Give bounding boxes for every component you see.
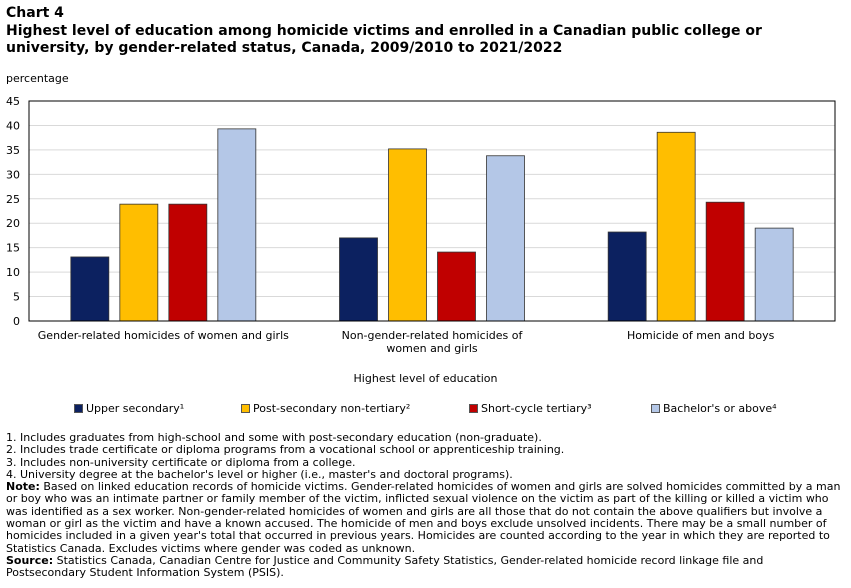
chart-number: Chart 4 [6, 5, 64, 21]
y-tick-label: 20 [6, 217, 20, 230]
y-tick-label: 10 [6, 266, 20, 279]
bar [339, 237, 378, 322]
legend-item: Short-cycle tertiary³ [469, 402, 592, 415]
legend-label: Upper secondary¹ [86, 402, 185, 415]
x-category-label: Gender-related homicides of women and gi… [38, 329, 289, 342]
source-label: Source: [6, 553, 54, 567]
bar [656, 131, 696, 322]
chart-notes: 1. Includes graduates from high-school a… [6, 431, 844, 580]
legend-label: Post-secondary non-tertiary² [253, 402, 411, 415]
legend-item: Post-secondary non-tertiary² [241, 402, 410, 415]
y-tick-label: 5 [13, 291, 20, 304]
legend-label: Short-cycle tertiary³ [481, 402, 592, 415]
y-tick-label: 15 [6, 242, 20, 255]
y-tick-label: 40 [6, 119, 20, 132]
footnote-4: 4. University degree at the bachelor's l… [6, 467, 513, 481]
y-tick-label: 0 [13, 315, 20, 328]
bar [119, 203, 159, 322]
bar [754, 227, 794, 322]
legend-swatch [469, 404, 478, 413]
x-category-label: Homicide of men and boys [627, 329, 775, 342]
source-paragraph: Source: Statistics Canada, Canadian Cent… [6, 553, 844, 580]
y-axis-label: percentage [6, 72, 69, 85]
footnote-1: 1. Includes graduates from high-school a… [6, 431, 542, 444]
note-paragraph: Note: Based on linked education records … [6, 480, 844, 555]
note-label: Note: [6, 480, 40, 494]
footnote-2: 2. Includes trade certificate or diploma… [6, 443, 565, 457]
legend-label: Bachelor's or above⁴ [663, 402, 777, 415]
y-tick-label: 35 [6, 144, 20, 157]
bar [486, 155, 525, 322]
source-text: Statistics Canada, Canadian Centre for J… [6, 553, 764, 580]
legend-swatch [74, 404, 83, 413]
bar [168, 203, 208, 322]
bar [217, 128, 257, 322]
legend-swatch [241, 404, 250, 413]
bar [607, 231, 647, 322]
y-tick-label: 25 [6, 193, 20, 206]
legend-swatch [651, 404, 660, 413]
bar-chart: 0 5 10 15 20 25 30 35 40 45 Gender-related homicid… [6, 95, 836, 355]
plot-frame [28, 100, 836, 322]
y-tick-label: 30 [6, 168, 20, 181]
bar [437, 251, 476, 322]
bar [388, 148, 427, 322]
bar [705, 201, 745, 322]
x-category-label: women and girls [386, 342, 477, 355]
y-tick-label: 45 [6, 95, 20, 108]
chart-title: Highest level of education among homicid… [6, 23, 762, 56]
bar [70, 256, 110, 322]
x-category-label: Non-gender-related homicides of [342, 329, 524, 342]
note-text: Based on linked education records of hom… [6, 480, 841, 555]
footnote-3: 3. Includes non-university certificate o… [6, 455, 356, 469]
legend-item: Upper secondary¹ [74, 402, 184, 415]
x-axis-label: Highest level of education [353, 372, 498, 385]
legend-item: Bachelor's or above⁴ [651, 402, 777, 415]
